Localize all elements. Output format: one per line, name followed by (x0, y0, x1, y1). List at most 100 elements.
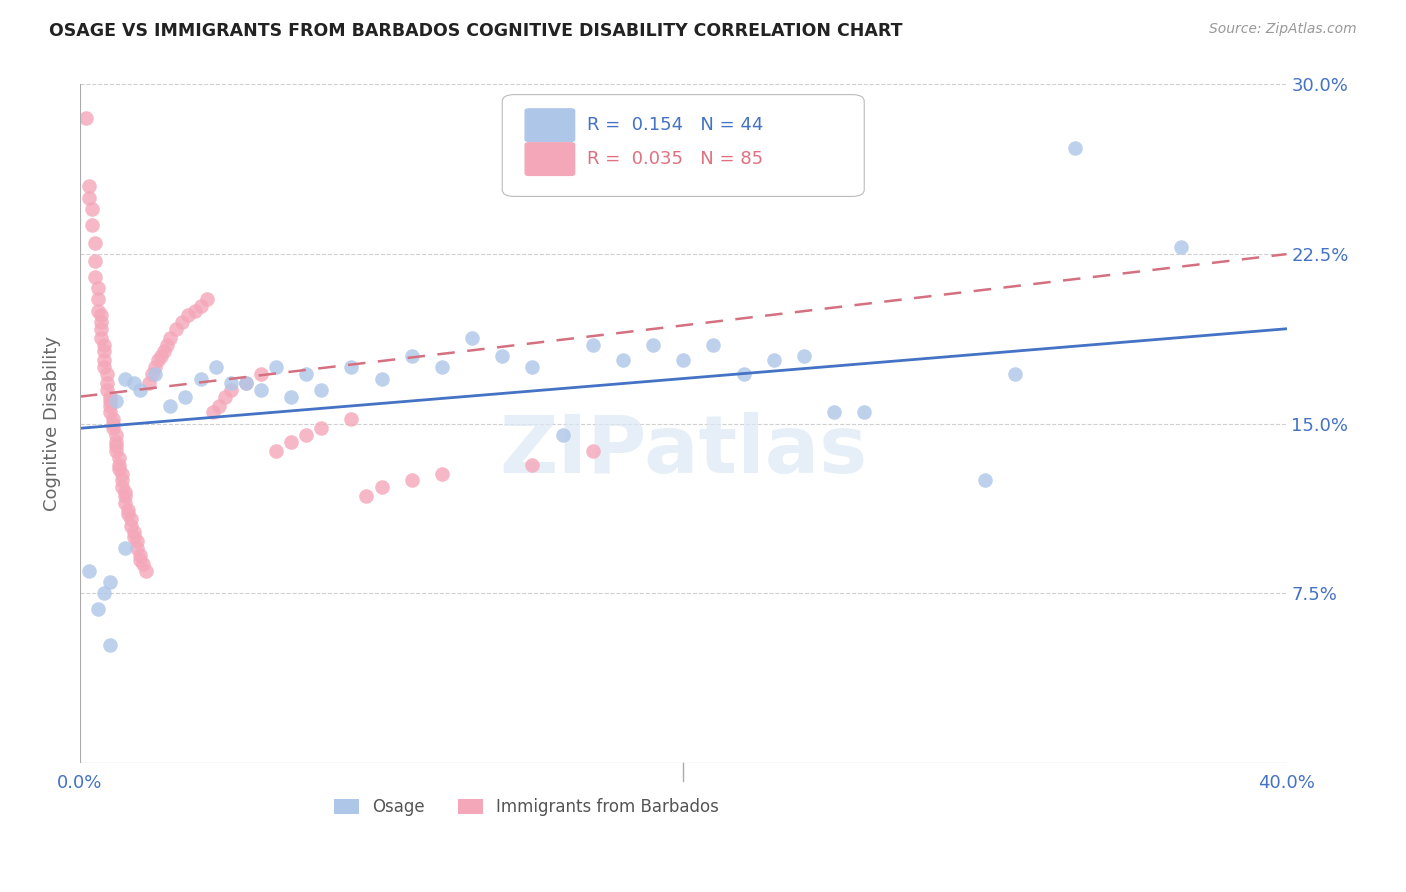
Point (430, 467, 453, 481)
Point (105, 428, 128, 442)
Point (733, 367, 755, 381)
Point (1170, 240, 1192, 254)
Point (280, 434, 302, 449)
Point (132, 557, 155, 571)
Point (93, 586, 115, 600)
Point (98, 639, 121, 653)
Point (98, 390, 121, 404)
Point (235, 376, 257, 390)
Point (111, 480, 134, 494)
Point (117, 508, 139, 522)
Point (87, 293, 110, 307)
Point (177, 308, 200, 322)
Text: OSAGE VS IMMIGRANTS FROM BARBADOS COGNITIVE DISABILITY CORRELATION CHART: OSAGE VS IMMIGRANTS FROM BARBADOS COGNIT… (49, 22, 903, 40)
FancyBboxPatch shape (526, 109, 575, 142)
Point (148, 353, 170, 368)
Point (356, 489, 378, 503)
Point (401, 474, 423, 488)
Point (108, 458, 131, 472)
Point (135, 564, 157, 578)
Point (101, 412, 124, 426)
Point (340, 360, 363, 375)
Point (823, 405, 845, 419)
Text: Source: ZipAtlas.com: Source: ZipAtlas.com (1209, 22, 1357, 37)
Point (264, 360, 287, 375)
Point (114, 371, 136, 385)
Point (129, 548, 152, 562)
Point (974, 474, 997, 488)
Point (84, 235, 107, 250)
Legend: Osage, Immigrants from Barbados: Osage, Immigrants from Barbados (328, 791, 725, 822)
Point (201, 405, 224, 419)
Point (143, 360, 166, 375)
Point (853, 405, 876, 419)
Point (195, 293, 218, 307)
Point (309, 421, 332, 435)
Point (204, 360, 226, 375)
Point (87, 281, 110, 295)
Point (87, 303, 110, 318)
Point (90, 308, 112, 322)
Point (141, 367, 163, 381)
Point (174, 390, 197, 404)
Point (702, 337, 724, 351)
Point (340, 412, 363, 426)
Point (96, 367, 118, 381)
Point (250, 383, 273, 397)
Point (793, 349, 815, 363)
Point (1064, 141, 1087, 155)
Point (84, 269, 107, 284)
Point (156, 337, 179, 351)
Point (90, 315, 112, 329)
Point (641, 337, 664, 351)
Point (551, 428, 574, 442)
Point (401, 349, 423, 363)
Point (250, 367, 273, 381)
Point (108, 462, 131, 476)
Point (122, 530, 145, 544)
Point (93, 344, 115, 359)
Point (491, 349, 513, 363)
Point (582, 337, 605, 351)
Point (96, 376, 118, 390)
Point (264, 444, 287, 458)
Point (114, 484, 136, 499)
Point (90, 322, 112, 336)
Point (219, 376, 242, 390)
Point (172, 315, 194, 329)
Point (101, 421, 124, 435)
Point (208, 399, 231, 413)
Point (105, 444, 128, 458)
Point (117, 502, 139, 516)
Point (127, 541, 149, 556)
Point (96, 383, 118, 397)
Point (295, 428, 318, 442)
Point (101, 417, 124, 431)
Point (461, 331, 484, 345)
Point (75, 112, 97, 126)
Point (98, 575, 121, 590)
Point (235, 376, 257, 390)
Point (153, 344, 176, 359)
Point (105, 439, 128, 453)
Point (295, 367, 318, 381)
Point (612, 353, 634, 368)
FancyBboxPatch shape (526, 143, 575, 176)
Point (129, 552, 152, 566)
Point (108, 450, 131, 465)
Point (150, 349, 173, 363)
Point (93, 337, 115, 351)
Point (105, 434, 128, 449)
Point (214, 390, 236, 404)
Point (190, 299, 212, 313)
Point (114, 496, 136, 510)
Point (143, 367, 166, 381)
Point (159, 331, 181, 345)
Text: R =  0.154   N = 44: R = 0.154 N = 44 (586, 116, 763, 134)
Point (77, 190, 100, 204)
FancyBboxPatch shape (502, 95, 865, 196)
Point (183, 303, 205, 318)
Point (84, 253, 107, 268)
Point (105, 394, 128, 409)
Point (430, 360, 453, 375)
